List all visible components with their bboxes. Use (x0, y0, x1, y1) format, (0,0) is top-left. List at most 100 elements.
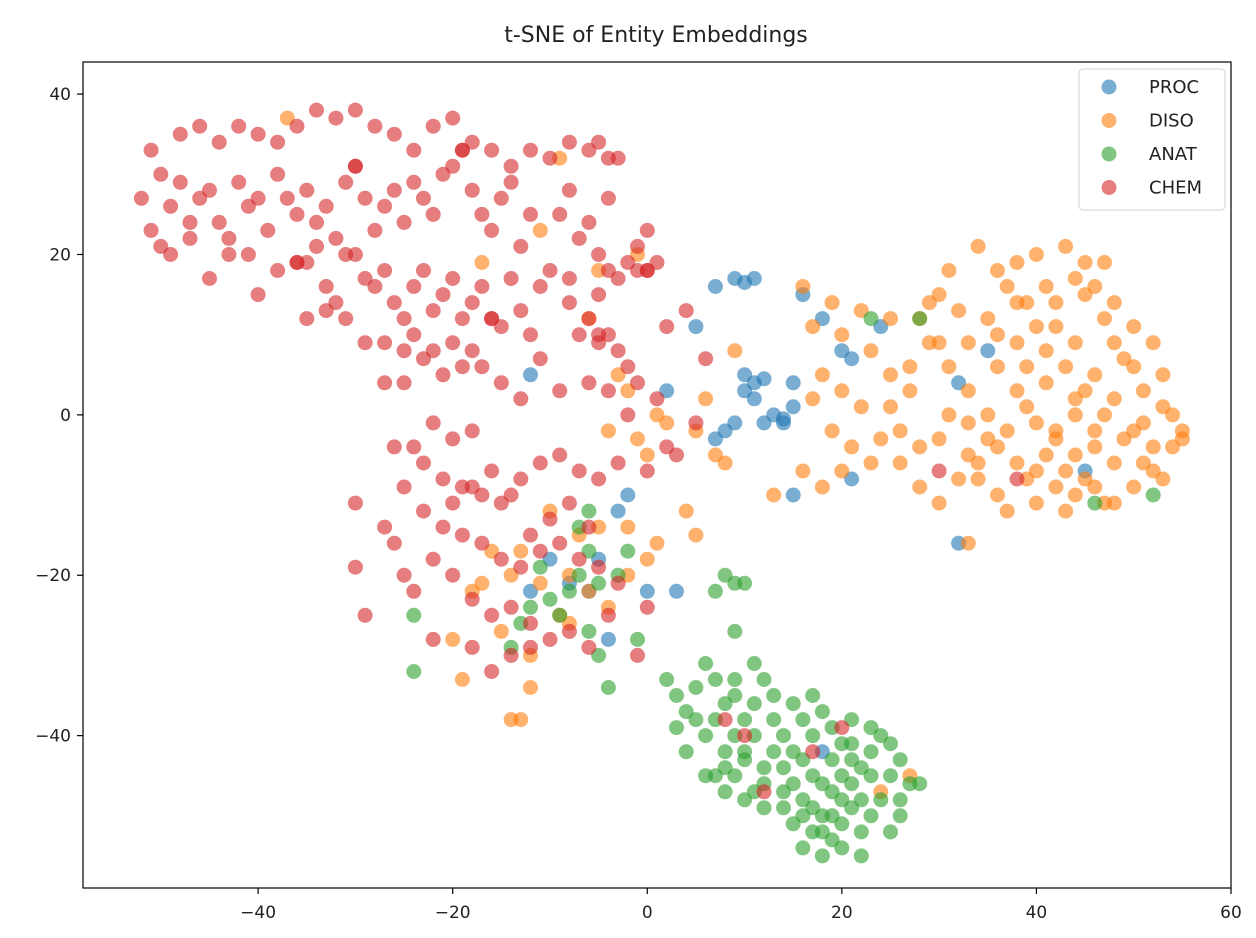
data-point-diso (1106, 391, 1122, 407)
x-tick-label: −20 (435, 903, 471, 923)
data-point-diso (1067, 407, 1083, 423)
data-point-chem (639, 222, 655, 238)
data-point-chem (386, 126, 402, 142)
data-point-chem (172, 126, 188, 142)
data-point-anat (766, 744, 782, 760)
data-point-diso (1097, 407, 1112, 423)
data-point-chem (532, 279, 548, 294)
data-point-anat (834, 840, 850, 856)
data-point-chem (581, 519, 597, 535)
data-point-anat (727, 672, 743, 687)
legend-label-diso: DISO (1149, 111, 1194, 132)
data-point-anat (406, 664, 422, 679)
data-point-diso (513, 543, 529, 559)
data-point-chem (347, 495, 363, 511)
data-point-chem (620, 407, 636, 423)
data-point-diso (814, 479, 830, 495)
data-point-chem (435, 519, 451, 535)
data-point-chem (834, 720, 850, 736)
data-point-chem (377, 263, 393, 278)
data-point-anat (795, 712, 811, 728)
data-point-chem (347, 559, 363, 575)
data-point-diso (1058, 503, 1074, 519)
y-tick-label: 20 (49, 245, 71, 265)
legend-marker-chem (1101, 180, 1117, 195)
data-point-diso (600, 423, 616, 439)
data-point-diso (999, 423, 1015, 439)
data-point-anat (892, 792, 908, 808)
data-point-anat (756, 672, 772, 687)
data-point-diso (1067, 335, 1083, 351)
data-point-diso (688, 527, 704, 543)
data-point-diso (1009, 455, 1025, 471)
data-point-chem (454, 311, 470, 327)
data-point-chem (406, 279, 422, 294)
data-point-diso (912, 479, 928, 495)
data-point-chem (610, 271, 626, 286)
y-tick-label: 0 (60, 406, 71, 426)
data-point-anat (688, 680, 704, 695)
series-chem (133, 102, 1025, 800)
data-point-chem (406, 174, 422, 190)
data-point-anat (1087, 495, 1103, 511)
data-point-chem (552, 383, 568, 399)
data-point-chem (425, 415, 441, 431)
x-tick-label: 0 (642, 903, 653, 923)
data-point-chem (202, 182, 217, 198)
data-point-anat (561, 583, 577, 599)
data-point-chem (406, 327, 422, 343)
data-point-chem (493, 375, 509, 391)
data-point-chem (338, 174, 354, 190)
data-point-chem (464, 182, 480, 198)
data-point-proc (776, 411, 791, 427)
data-point-anat (844, 736, 860, 752)
data-point-proc (669, 583, 684, 599)
data-point-diso (990, 487, 1005, 503)
data-point-chem (454, 142, 470, 158)
data-point-chem (416, 503, 431, 519)
data-point-chem (474, 359, 490, 375)
data-point-chem (561, 134, 577, 150)
data-point-chem (445, 495, 461, 511)
data-point-chem (503, 271, 519, 286)
data-point-anat (698, 728, 714, 744)
data-point-chem (377, 375, 393, 391)
data-point-chem (425, 303, 441, 319)
data-point-diso (999, 279, 1015, 294)
data-point-chem (299, 311, 315, 327)
data-point-diso (960, 335, 976, 351)
data-point-proc (844, 351, 860, 367)
data-point-anat (873, 792, 889, 808)
data-point-proc (707, 431, 723, 447)
data-point-chem (1009, 471, 1025, 487)
data-point-diso (445, 631, 461, 647)
data-point-diso (824, 295, 840, 311)
data-point-chem (591, 327, 607, 343)
data-point-chem (523, 327, 538, 343)
data-point-anat (853, 792, 869, 808)
data-point-diso (883, 367, 898, 383)
data-point-proc (746, 391, 762, 407)
data-point-chem (435, 471, 451, 487)
data-point-chem (493, 190, 509, 206)
data-point-chem (143, 222, 159, 238)
data-point-chem (347, 158, 363, 174)
data-point-diso (1028, 247, 1044, 262)
data-point-anat (669, 720, 684, 736)
data-point-diso (474, 575, 490, 591)
data-point-anat (844, 776, 860, 792)
data-point-anat (814, 704, 830, 720)
data-point-diso (1116, 351, 1132, 367)
data-point-diso (931, 495, 947, 511)
data-point-chem (630, 647, 645, 663)
data-point-chem (542, 263, 558, 278)
data-point-chem (133, 190, 149, 206)
data-point-chem (445, 271, 461, 286)
data-point-anat (776, 728, 791, 744)
data-point-chem (610, 575, 626, 591)
data-point-chem (416, 263, 431, 278)
data-point-anat (552, 607, 568, 623)
data-point-anat (824, 752, 840, 768)
data-point-anat (776, 784, 791, 800)
data-point-chem (532, 351, 548, 367)
